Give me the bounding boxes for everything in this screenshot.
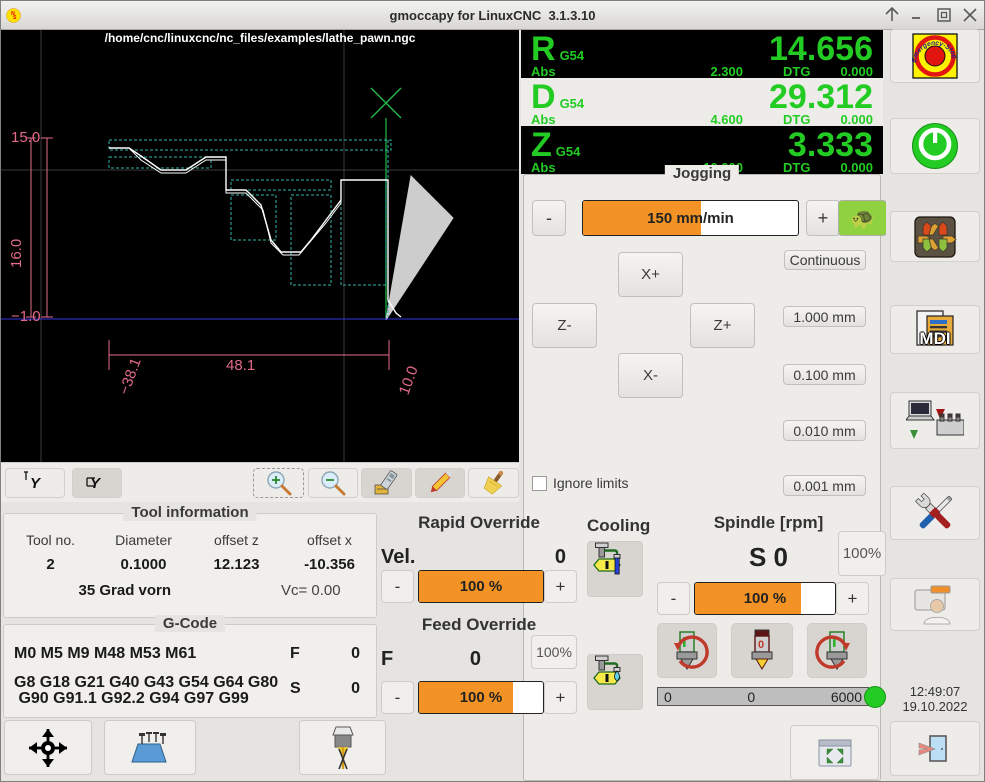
svg-text:−38.1: −38.1 (116, 356, 145, 397)
svg-text:Y: Y (30, 475, 42, 492)
svg-text:0: 0 (758, 639, 764, 651)
svg-text:16.0: 16.0 (8, 239, 25, 268)
svg-text:15.0: 15.0 (11, 129, 40, 146)
svg-text:10.0: 10.0 (396, 364, 422, 397)
svg-text:Y: Y (90, 475, 102, 492)
svg-text:48.1: 48.1 (226, 357, 255, 374)
svg-text:−1.0: −1.0 (11, 308, 41, 325)
